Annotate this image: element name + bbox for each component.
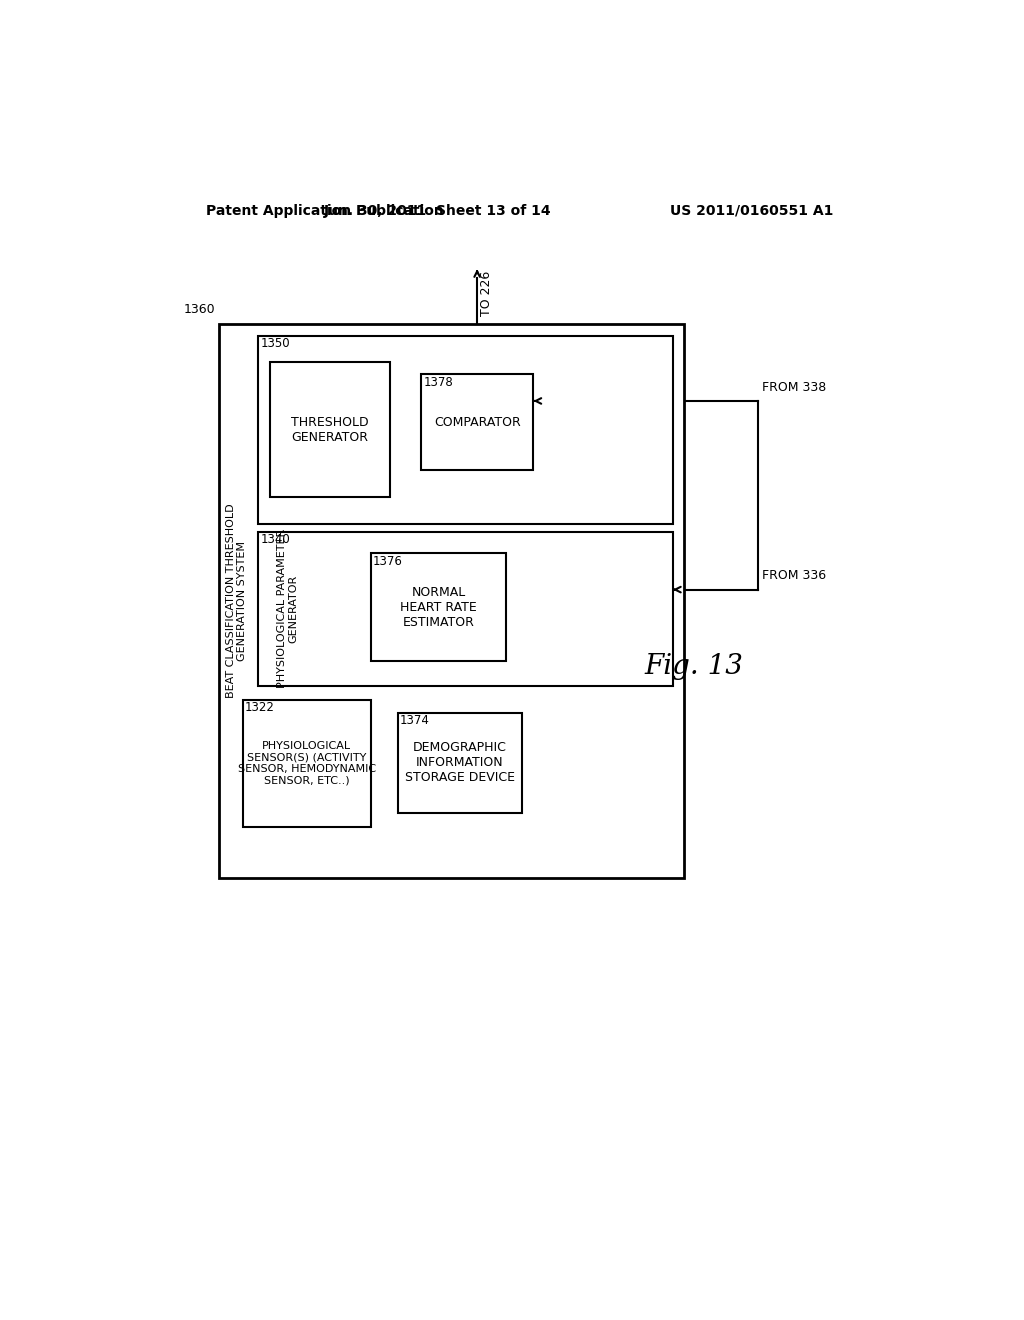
Bar bbox=[421, 374, 534, 470]
Text: COMPARATOR: COMPARATOR bbox=[434, 416, 520, 429]
Bar bbox=[243, 700, 371, 826]
Text: US 2011/0160551 A1: US 2011/0160551 A1 bbox=[671, 203, 834, 218]
Bar bbox=[270, 363, 390, 498]
Text: 1376: 1376 bbox=[373, 554, 402, 568]
Text: 1340: 1340 bbox=[260, 533, 290, 546]
Text: 1350: 1350 bbox=[260, 337, 290, 350]
Text: 1360: 1360 bbox=[184, 304, 216, 317]
Text: FROM 336: FROM 336 bbox=[762, 569, 826, 582]
Text: 1322: 1322 bbox=[245, 701, 274, 714]
Text: 1378: 1378 bbox=[423, 376, 453, 388]
Text: PHYSIOLOGICAL
SENSOR(S) (ACTIVITY
SENSOR, HEMODYNAMIC
SENSOR, ETC..): PHYSIOLOGICAL SENSOR(S) (ACTIVITY SENSOR… bbox=[238, 741, 376, 785]
Text: THRESHOLD
GENERATOR: THRESHOLD GENERATOR bbox=[291, 416, 369, 444]
Text: PHYSIOLOGICAL PARAMETER
GENERATOR: PHYSIOLOGICAL PARAMETER GENERATOR bbox=[276, 529, 298, 689]
Text: 1374: 1374 bbox=[400, 714, 430, 727]
Text: Patent Application Publication: Patent Application Publication bbox=[206, 203, 443, 218]
Text: FROM 338: FROM 338 bbox=[762, 380, 826, 393]
Bar bbox=[258, 532, 673, 686]
Bar bbox=[258, 335, 673, 524]
Text: TO 226: TO 226 bbox=[480, 271, 493, 315]
Bar bbox=[219, 323, 684, 878]
Bar bbox=[397, 713, 521, 813]
Text: Fig. 13: Fig. 13 bbox=[644, 653, 743, 680]
Text: DEMOGRAPHIC
INFORMATION
STORAGE DEVICE: DEMOGRAPHIC INFORMATION STORAGE DEVICE bbox=[404, 742, 515, 784]
Text: BEAT CLASSIFICATION THRESHOLD
GENERATION SYSTEM: BEAT CLASSIFICATION THRESHOLD GENERATION… bbox=[225, 504, 248, 698]
Bar bbox=[371, 553, 506, 661]
Text: Jun. 30, 2011  Sheet 13 of 14: Jun. 30, 2011 Sheet 13 of 14 bbox=[325, 203, 552, 218]
Text: NORMAL
HEART RATE
ESTIMATOR: NORMAL HEART RATE ESTIMATOR bbox=[400, 586, 477, 628]
